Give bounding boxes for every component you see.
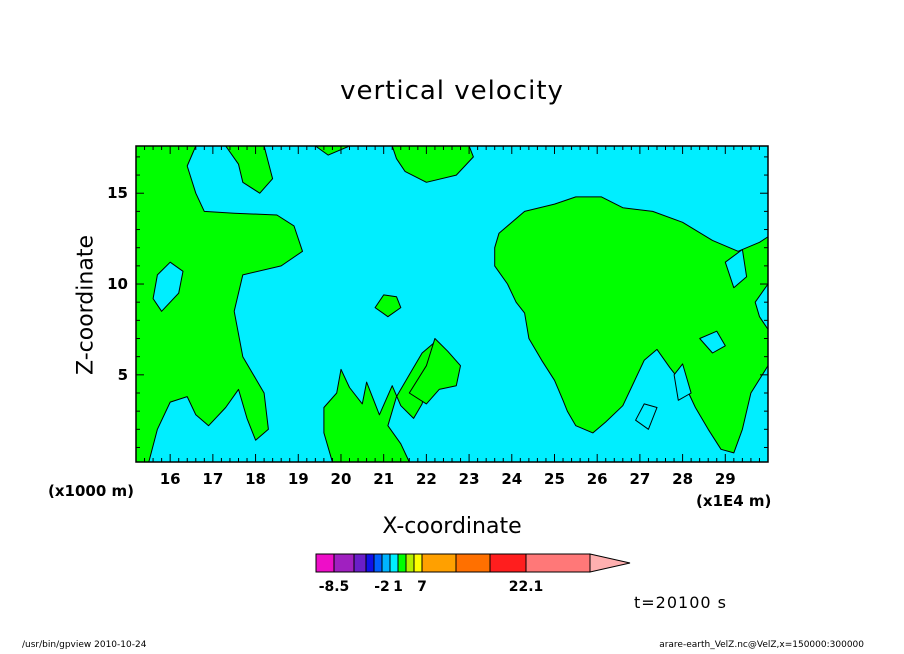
y-unit-label: (x1E4 m) — [696, 492, 772, 510]
x-tick-label: 26 — [587, 470, 608, 488]
x-tick-label: 29 — [715, 470, 736, 488]
x-tick-label: 21 — [373, 470, 394, 488]
x-tick-label: 24 — [501, 470, 522, 488]
x-unit-label: (x1000 m) — [48, 482, 134, 500]
colorbar-label: 7 — [417, 579, 427, 595]
colorbar-box — [333, 553, 355, 573]
time-annotation: t=20100 s — [634, 593, 727, 612]
colorbar-box — [373, 553, 383, 573]
chart-title: vertical velocity — [340, 76, 564, 106]
contour-region — [136, 146, 303, 462]
colorbar-box — [413, 553, 423, 573]
colorbar-box — [381, 553, 391, 573]
contour-region — [391, 146, 474, 183]
x-tick-label: 27 — [629, 470, 650, 488]
x-tick-label: 28 — [672, 470, 693, 488]
contour-region — [699, 330, 726, 354]
x-tick-label: 22 — [416, 470, 437, 488]
colorbar-box — [489, 553, 527, 573]
y-tick-label: 10 — [107, 275, 128, 293]
x-tick-label: 17 — [202, 470, 223, 488]
colorbar-box — [389, 553, 399, 573]
contour-region — [323, 341, 440, 462]
colorbar: -8.5 -2 1 7 22.1 — [315, 553, 631, 595]
colorbar-box — [397, 553, 407, 573]
y-axis-label: Z-coordinate — [73, 235, 99, 375]
colorbar-box — [421, 553, 457, 573]
contour-regions — [136, 146, 768, 462]
colorbar-box — [455, 553, 491, 573]
x-axis-label: X-coordinate — [382, 514, 522, 539]
colorbar-box — [525, 553, 591, 573]
contour-region — [225, 146, 274, 194]
x-tick-label: 23 — [459, 470, 480, 488]
colorbar-label: 22.1 — [509, 579, 544, 595]
x-tick-label: 18 — [245, 470, 266, 488]
footer-program: /usr/bin/gpview 2010-10-24 — [22, 640, 147, 650]
x-tick-label: 25 — [544, 470, 565, 488]
plot-area — [135, 145, 769, 463]
colorbar-label: -8.5 — [319, 579, 350, 595]
colorbar-box — [405, 553, 415, 573]
contour-region — [724, 249, 748, 289]
contour-region — [494, 196, 768, 454]
y-tick-label: 15 — [107, 184, 128, 202]
x-axis: 16 17 18 19 20 21 22 23 24 25 26 27 28 29 — [135, 146, 769, 488]
contour-region — [374, 294, 402, 318]
contour-region — [635, 403, 658, 430]
y-axis: 5 10 15 — [107, 156, 768, 448]
contour-region — [673, 363, 692, 401]
colorbar-box — [365, 553, 375, 573]
contour-region — [152, 261, 184, 312]
colorbar-box — [315, 553, 335, 573]
x-tick-label: 20 — [331, 470, 352, 488]
colorbar-label: 1 — [393, 579, 403, 595]
colorbar-arrow — [589, 553, 631, 573]
y-tick-label: 5 — [118, 366, 128, 384]
contour-region — [408, 338, 461, 405]
colorbar-label: -2 — [374, 579, 390, 595]
footer-source: arare-earth_VelZ.nc@VelZ,x=150000:300000 — [659, 640, 864, 650]
x-tick-label: 19 — [288, 470, 309, 488]
x-tick-label: 16 — [160, 470, 181, 488]
colorbar-box — [353, 553, 367, 573]
